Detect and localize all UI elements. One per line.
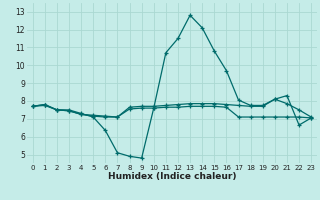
X-axis label: Humidex (Indice chaleur): Humidex (Indice chaleur) — [108, 172, 236, 181]
